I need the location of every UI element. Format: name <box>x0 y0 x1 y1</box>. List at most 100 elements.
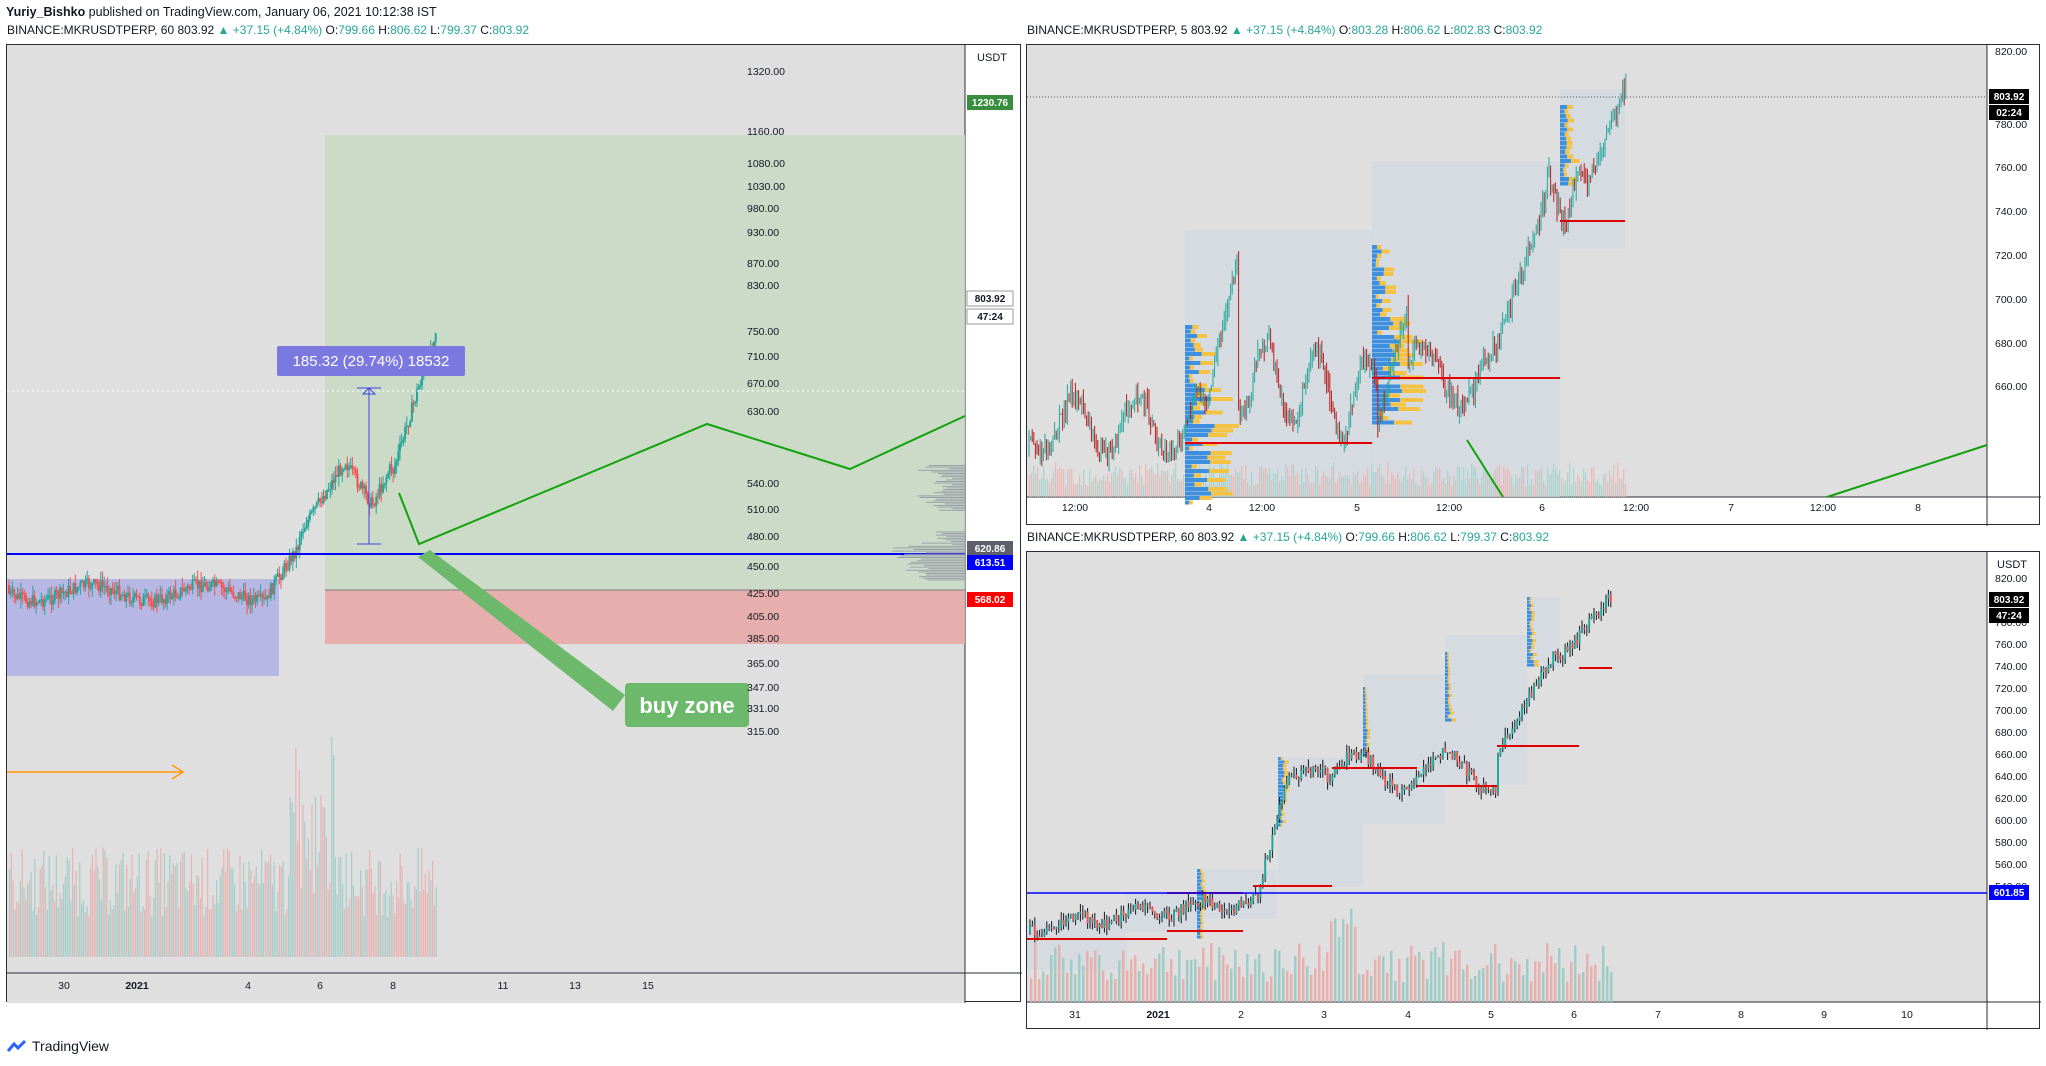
candle-body <box>174 589 177 598</box>
candle-body <box>1307 767 1310 772</box>
profile-row <box>1372 308 1383 312</box>
candle-body <box>1396 785 1399 795</box>
profile-row <box>1372 272 1384 276</box>
profile-row <box>952 544 965 546</box>
candle-body <box>417 386 420 390</box>
candle-body <box>1257 892 1259 899</box>
author-name[interactable]: Yuriy_Bishko <box>6 5 86 19</box>
brand-name: TradingView <box>32 1038 110 1054</box>
candle-body <box>1470 769 1473 773</box>
volume-bar <box>82 900 84 957</box>
volume-bar <box>1403 476 1405 497</box>
main-chart[interactable]: 185.32 (29.74%) 18532 buy zone USDT 1320… <box>7 45 1022 1003</box>
volume-bar <box>1085 484 1087 497</box>
volume-bar <box>275 911 277 957</box>
candle-body <box>215 580 218 587</box>
volume-bar <box>1601 484 1603 497</box>
profile-row <box>1531 646 1535 649</box>
chart-1h[interactable]: USDT 820.00800.00780.00760.00740.00720.0… <box>1027 552 2041 1030</box>
candle-body <box>1290 775 1293 777</box>
candle-body <box>1149 905 1151 907</box>
candle-body <box>1302 768 1305 771</box>
volume-bar <box>1321 476 1323 497</box>
volume-bar <box>266 862 268 957</box>
chart-5m-panel[interactable]: 820.00 780.00 760.00 740.00 720.00 700.00 680.… <box>1026 23 2041 526</box>
tradingview-brand[interactable]: TradingView <box>6 1038 109 1054</box>
volume-bar <box>1273 473 1275 497</box>
candle-body <box>128 592 131 603</box>
profile-row <box>1210 460 1231 464</box>
profile-row <box>1363 739 1366 743</box>
candle-body <box>1096 920 1099 928</box>
candle-body <box>1180 904 1183 917</box>
buy-zone-label: buy zone <box>639 693 734 718</box>
profile-row <box>1372 303 1377 308</box>
candle-body <box>1108 923 1111 929</box>
profile-row <box>1530 656 1534 660</box>
volume-bar <box>300 888 302 957</box>
volume-bar <box>1405 466 1407 497</box>
main-chart-panel[interactable]: 185.32 (29.74%) 18532 buy zone USDT 1320… <box>6 23 1022 1003</box>
candle-body <box>1542 667 1545 673</box>
profile-row <box>1207 455 1226 460</box>
candle-body <box>312 507 315 512</box>
volume-bar <box>1406 957 1409 1002</box>
profile-row <box>1211 491 1233 496</box>
volume-bar <box>1445 484 1447 497</box>
profile-row <box>1205 410 1223 415</box>
volume-bar <box>1595 481 1597 497</box>
chart-5m[interactable]: 820.00780.00760.00740.00720.00700.00680.… <box>1027 45 2041 526</box>
volume-bar <box>1322 970 1325 1002</box>
y-tick-label: 365.00 <box>747 658 779 670</box>
candle-body <box>244 590 247 601</box>
volume-bar <box>1421 470 1423 497</box>
profile-row <box>1530 628 1534 632</box>
candle-body <box>416 389 418 402</box>
volume-bar <box>1562 968 1565 1002</box>
volume-bar <box>86 906 88 957</box>
profile-row <box>1382 299 1391 303</box>
volume-bar <box>1575 482 1577 497</box>
volume-bar <box>1379 463 1381 497</box>
volume-bar <box>1067 470 1069 497</box>
candle-body <box>1374 769 1377 772</box>
profile-row <box>1282 802 1286 806</box>
volume-bar <box>1049 483 1051 497</box>
candle-body <box>1461 761 1463 767</box>
volume-bar <box>1323 471 1325 497</box>
volume-bar <box>1553 463 1555 497</box>
symbol: BINANCE:MKRUSDTPERP, 60 <box>7 23 175 37</box>
volume-bar <box>41 865 43 957</box>
candle-body <box>1065 922 1067 926</box>
profile-row <box>1529 621 1532 625</box>
candle-body <box>1609 594 1612 602</box>
volume-bar <box>1447 470 1449 497</box>
profile-row <box>1185 496 1200 500</box>
profile-row <box>1376 258 1380 263</box>
x-tick-label: 15 <box>642 980 654 992</box>
volume-bar <box>1095 476 1097 497</box>
profile-row <box>1363 701 1366 704</box>
profile-row <box>1185 406 1194 410</box>
profile-row <box>1185 433 1209 437</box>
volume-bar <box>1110 972 1113 1002</box>
volume-bar <box>376 914 378 957</box>
profile-row <box>1201 921 1204 925</box>
chart-1h-panel[interactable]: USDT 820.00800.00780.00760.00740.00720.0… <box>1026 530 2041 1030</box>
profile-row <box>1190 329 1196 334</box>
volume-bar <box>1099 479 1101 497</box>
candle-body <box>1528 691 1531 702</box>
candle-body <box>1468 769 1471 777</box>
profile-row <box>1283 799 1287 802</box>
candle-body <box>1192 903 1195 905</box>
profile-row <box>937 537 965 539</box>
x-tick-label: 11 <box>498 980 509 992</box>
volume-bar <box>52 884 54 957</box>
profile-row <box>1197 935 1201 939</box>
volume-bar <box>1066 972 1069 1002</box>
profile-row <box>1567 118 1575 123</box>
candle-body <box>28 601 31 608</box>
y-tick-label: 620.00 <box>1995 793 2027 805</box>
volume-bar <box>298 770 300 957</box>
volume-bar <box>1390 950 1393 1002</box>
